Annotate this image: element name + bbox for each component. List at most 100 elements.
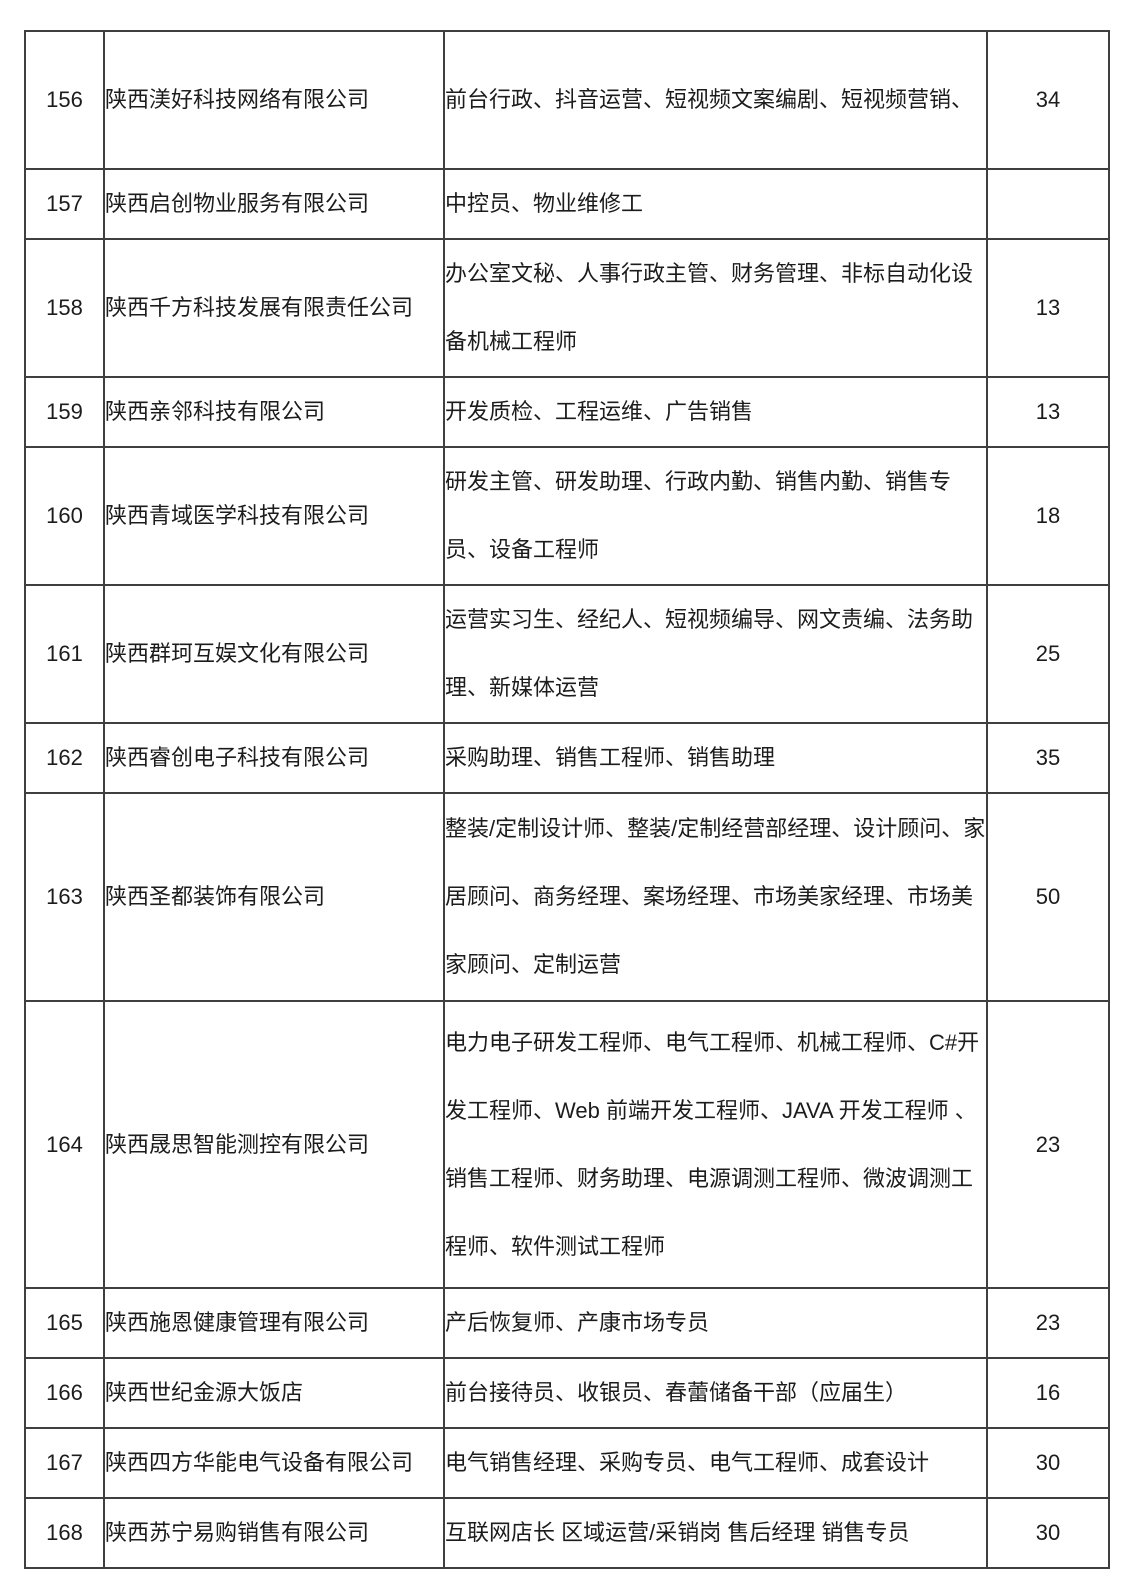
serial-number: 163 bbox=[46, 884, 83, 909]
headcount: 35 bbox=[1035, 745, 1061, 770]
positions-list: 研发主管、研发助理、行政内勤、销售内勤、销售专员、设备工程师 bbox=[445, 469, 952, 562]
count-cell: 30 bbox=[986, 1497, 1110, 1569]
headcount: 16 bbox=[1035, 1380, 1061, 1405]
serial-number: 157 bbox=[46, 191, 83, 216]
table-row: 156 陕西渼好科技网络有限公司 前台行政、抖音运营、短视频文案编剧、短视频营销… bbox=[24, 30, 1110, 170]
positions-list: 采购助理、销售工程师、销售助理 bbox=[445, 745, 776, 770]
positions-cell: 前台接待员、收银员、春蕾储备干部（应届生） bbox=[443, 1357, 988, 1429]
positions-list: 运营实习生、经纪人、短视频编导、网文责编、法务助理、新媒体运营 bbox=[445, 607, 974, 700]
positions-list: 前台接待员、收银员、春蕾储备干部（应届生） bbox=[445, 1380, 908, 1405]
serial-cell: 162 bbox=[24, 722, 105, 794]
table-row: 158 陕西千方科技发展有限责任公司 办公室文秘、人事行政主管、财务管理、非标自… bbox=[24, 238, 1110, 378]
serial-cell: 159 bbox=[24, 376, 105, 448]
company-cell: 陕西千方科技发展有限责任公司 bbox=[103, 238, 445, 378]
company-name: 陕西晟思智能测控有限公司 bbox=[105, 1131, 370, 1157]
count-cell: 13 bbox=[986, 238, 1110, 378]
serial-number: 162 bbox=[46, 745, 83, 770]
company-name: 陕西睿创电子科技有限公司 bbox=[105, 745, 370, 770]
company-name: 陕西亲邻科技有限公司 bbox=[105, 399, 326, 424]
positions-list: 产后恢复师、产康市场专员 bbox=[445, 1310, 710, 1335]
table-row: 160 陕西青域医学科技有限公司 研发主管、研发助理、行政内勤、销售内勤、销售专… bbox=[24, 446, 1110, 586]
positions-list: 电气销售经理、采购专员、电气工程师、成套设计 bbox=[445, 1450, 930, 1475]
positions-cell: 研发主管、研发助理、行政内勤、销售内勤、销售专员、设备工程师 bbox=[443, 446, 988, 586]
serial-cell: 157 bbox=[24, 168, 105, 240]
document-table-area: 156 陕西渼好科技网络有限公司 前台行政、抖音运营、短视频文案编剧、短视频营销… bbox=[24, 30, 1110, 1569]
positions-list: 开发质检、工程运维、广告销售 bbox=[445, 399, 754, 424]
positions-cell: 中控员、物业维修工 bbox=[443, 168, 988, 240]
count-cell: 25 bbox=[986, 584, 1110, 724]
serial-cell: 163 bbox=[24, 792, 105, 1002]
serial-number: 158 bbox=[46, 295, 83, 320]
headcount: 30 bbox=[1035, 1450, 1061, 1475]
positions-cell: 整装/定制设计师、整装/定制经营部经理、设计顾问、家居顾问、商务经理、案场经理、… bbox=[443, 792, 988, 1002]
company-cell: 陕西世纪金源大饭店 bbox=[103, 1357, 445, 1429]
company-name: 陕西圣都装饰有限公司 bbox=[105, 884, 326, 909]
positions-cell: 开发质检、工程运维、广告销售 bbox=[443, 376, 988, 448]
serial-cell: 158 bbox=[24, 238, 105, 378]
table-row: 165 陕西施恩健康管理有限公司 产后恢复师、产康市场专员 23 bbox=[24, 1287, 1110, 1359]
table-row: 157 陕西启创物业服务有限公司 中控员、物业维修工 bbox=[24, 168, 1110, 240]
headcount: 18 bbox=[1035, 503, 1061, 528]
serial-cell: 166 bbox=[24, 1357, 105, 1429]
positions-list: 互联网店长 区域运营/采销岗 售后经理 销售专员 bbox=[445, 1520, 910, 1545]
serial-cell: 167 bbox=[24, 1427, 105, 1499]
table-row: 161 陕西群珂互娱文化有限公司 运营实习生、经纪人、短视频编导、网文责编、法务… bbox=[24, 584, 1110, 724]
count-cell: 16 bbox=[986, 1357, 1110, 1429]
table-row: 159 陕西亲邻科技有限公司 开发质检、工程运维、广告销售 13 bbox=[24, 376, 1110, 448]
company-cell: 陕西睿创电子科技有限公司 bbox=[103, 722, 445, 794]
count-cell: 34 bbox=[986, 30, 1110, 170]
serial-cell: 165 bbox=[24, 1287, 105, 1359]
serial-number: 160 bbox=[46, 503, 83, 528]
positions-list: 中控员、物业维修工 bbox=[445, 191, 644, 216]
positions-cell: 采购助理、销售工程师、销售助理 bbox=[443, 722, 988, 794]
serial-number: 159 bbox=[46, 399, 83, 424]
serial-cell: 168 bbox=[24, 1497, 105, 1569]
table-row: 166 陕西世纪金源大饭店 前台接待员、收银员、春蕾储备干部（应届生） 16 bbox=[24, 1357, 1110, 1429]
company-cell: 陕西青域医学科技有限公司 bbox=[103, 446, 445, 586]
serial-number: 166 bbox=[46, 1380, 83, 1405]
table-row: 163 陕西圣都装饰有限公司 整装/定制设计师、整装/定制经营部经理、设计顾问、… bbox=[24, 792, 1110, 1002]
table-row: 164 陕西晟思智能测控有限公司 电力电子研发工程师、电气工程师、机械工程师、C… bbox=[24, 1000, 1110, 1289]
serial-number: 167 bbox=[46, 1450, 83, 1475]
serial-number: 168 bbox=[46, 1520, 83, 1545]
headcount: 25 bbox=[1035, 641, 1061, 666]
company-name: 陕西启创物业服务有限公司 bbox=[105, 191, 370, 216]
headcount: 23 bbox=[1035, 1131, 1061, 1157]
headcount: 13 bbox=[1035, 399, 1061, 424]
table-row: 167 陕西四方华能电气设备有限公司 电气销售经理、采购专员、电气工程师、成套设… bbox=[24, 1427, 1110, 1499]
count-cell: 35 bbox=[986, 722, 1110, 794]
positions-cell: 电气销售经理、采购专员、电气工程师、成套设计 bbox=[443, 1427, 988, 1499]
serial-number: 156 bbox=[46, 87, 83, 112]
company-cell: 陕西亲邻科技有限公司 bbox=[103, 376, 445, 448]
serial-number: 165 bbox=[46, 1310, 83, 1335]
count-cell: 50 bbox=[986, 792, 1110, 1002]
company-cell: 陕西圣都装饰有限公司 bbox=[103, 792, 445, 1002]
positions-list: 整装/定制设计师、整装/定制经营部经理、设计顾问、家居顾问、商务经理、案场经理、… bbox=[445, 816, 986, 977]
headcount: 30 bbox=[1035, 1520, 1061, 1545]
positions-cell: 电力电子研发工程师、电气工程师、机械工程师、C#开发工程师、Web 前端开发工程… bbox=[443, 1000, 988, 1289]
serial-cell: 161 bbox=[24, 584, 105, 724]
company-cell: 陕西启创物业服务有限公司 bbox=[103, 168, 445, 240]
serial-cell: 160 bbox=[24, 446, 105, 586]
company-cell: 陕西四方华能电气设备有限公司 bbox=[103, 1427, 445, 1499]
serial-number: 161 bbox=[46, 641, 83, 666]
company-cell: 陕西苏宁易购销售有限公司 bbox=[103, 1497, 445, 1569]
company-name: 陕西千方科技发展有限责任公司 bbox=[105, 295, 414, 320]
headcount: 13 bbox=[1035, 295, 1061, 320]
count-cell: 13 bbox=[986, 376, 1110, 448]
job-table: 156 陕西渼好科技网络有限公司 前台行政、抖音运营、短视频文案编剧、短视频营销… bbox=[24, 30, 1110, 1569]
count-cell: 23 bbox=[986, 1287, 1110, 1359]
positions-list: 前台行政、抖音运营、短视频文案编剧、短视频营销、 bbox=[445, 87, 974, 112]
positions-cell: 前台行政、抖音运营、短视频文案编剧、短视频营销、 bbox=[443, 30, 988, 170]
count-cell: 18 bbox=[986, 446, 1110, 586]
company-cell: 陕西施恩健康管理有限公司 bbox=[103, 1287, 445, 1359]
table-row: 162 陕西睿创电子科技有限公司 采购助理、销售工程师、销售助理 35 bbox=[24, 722, 1110, 794]
headcount: 50 bbox=[1035, 884, 1061, 909]
count-cell: 23 bbox=[986, 1000, 1110, 1289]
count-cell: 30 bbox=[986, 1427, 1110, 1499]
company-name: 陕西施恩健康管理有限公司 bbox=[105, 1310, 370, 1335]
table-row: 168 陕西苏宁易购销售有限公司 互联网店长 区域运营/采销岗 售后经理 销售专… bbox=[24, 1497, 1110, 1569]
positions-list: 办公室文秘、人事行政主管、财务管理、非标自动化设备机械工程师 bbox=[445, 261, 974, 354]
company-name: 陕西渼好科技网络有限公司 bbox=[105, 87, 370, 112]
